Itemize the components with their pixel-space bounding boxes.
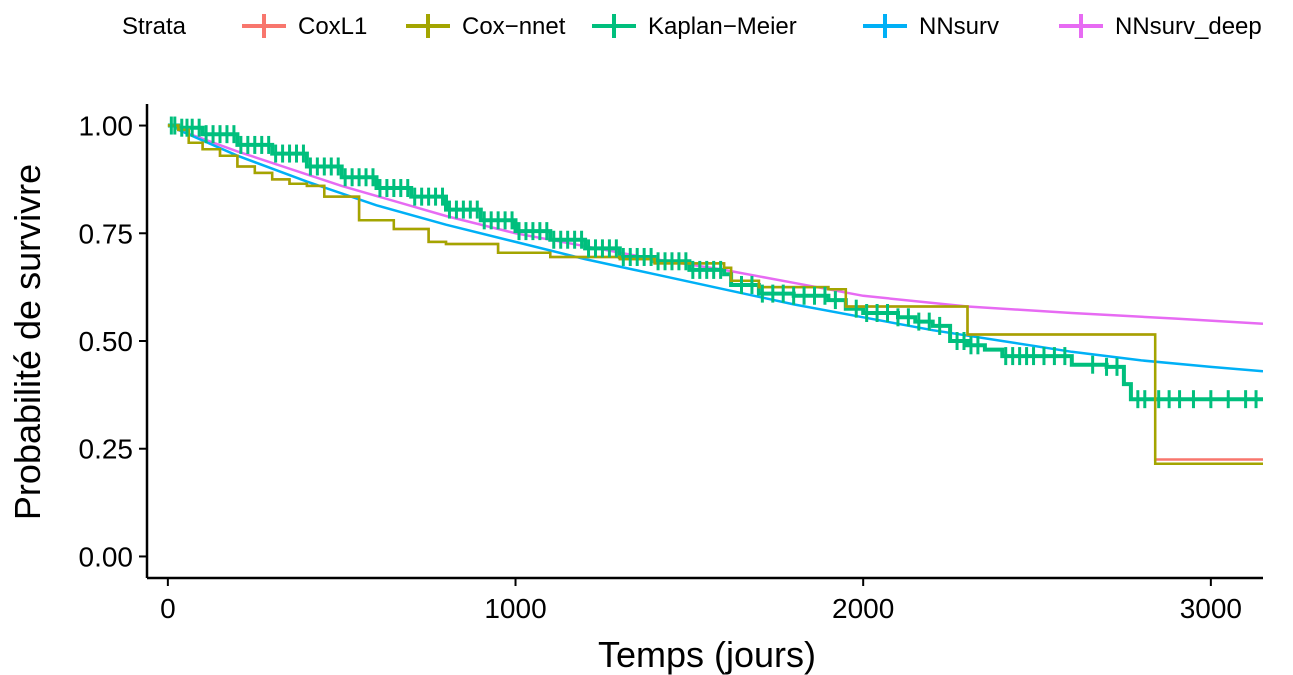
legend-label-4: NNsurv_deep xyxy=(1115,13,1262,40)
series-line-4 xyxy=(167,124,1263,466)
legend-label-1: Cox−nnet xyxy=(462,13,566,40)
x-tick-label-2: 2000 xyxy=(832,593,894,624)
y-axis-label: Probabilité de survivre xyxy=(7,164,48,520)
y-tick-label-3: 0.75 xyxy=(79,218,134,249)
y-tick-label-4: 1.00 xyxy=(79,111,134,142)
plot-area xyxy=(167,116,1263,466)
legend-title: Strata xyxy=(122,13,187,40)
series-line-3 xyxy=(167,124,1263,461)
x-tick-label-1: 1000 xyxy=(484,593,546,624)
series-line-0 xyxy=(177,128,1263,326)
legend: Strata CoxL1 Cox−nnet Kaplan−Meier NNsurv NNs… xyxy=(122,13,1262,40)
legend-label-0: CoxL1 xyxy=(298,13,367,40)
x-tick-label-3: 3000 xyxy=(1180,593,1242,624)
axes: 0.00 0.25 0.50 0.75 1.00 0 1000 2000 3000 xyxy=(79,104,1263,624)
legend-label-3: NNsurv xyxy=(919,13,999,40)
y-tick-label-2: 0.50 xyxy=(79,326,134,357)
x-tick-label-0: 0 xyxy=(160,593,176,624)
legend-label-2: Kaplan−Meier xyxy=(648,13,797,40)
y-tick-label-0: 0.00 xyxy=(79,541,134,572)
y-tick-label-1: 0.25 xyxy=(79,434,134,465)
x-axis-label: Temps (jours) xyxy=(598,634,816,675)
